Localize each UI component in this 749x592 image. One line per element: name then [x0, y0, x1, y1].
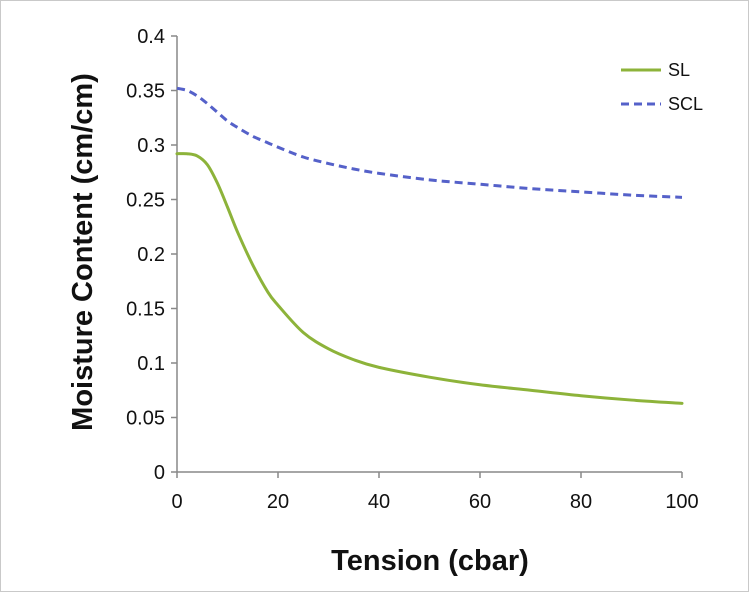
x-tick-label: 80	[570, 491, 592, 513]
series-line-sl	[175, 152, 684, 405]
x-axis-ticks: 0 20 40 60 80 100	[171, 472, 699, 513]
y-tick-label: 0.2	[137, 244, 165, 266]
series-line-scl	[176, 86, 683, 199]
y-tick-label: 0.3	[137, 135, 165, 157]
legend-label-sl: SL	[668, 60, 690, 80]
x-axis-title: Tension (cbar)	[331, 545, 529, 577]
x-tick-label: 100	[665, 491, 698, 513]
y-axis-title: Moisture Content (cm/cm)	[67, 73, 99, 431]
legend-label-scl: SCL	[668, 94, 703, 114]
series-lines	[175, 86, 684, 405]
y-tick-label: 0.35	[126, 81, 165, 103]
x-tick-label: 20	[267, 491, 289, 513]
y-tick-label: 0.1	[137, 353, 165, 375]
y-tick-label: 0.05	[126, 408, 165, 430]
legend: SL SCL	[621, 60, 703, 114]
y-tick-label: 0.25	[126, 190, 165, 212]
x-tick-label: 0	[171, 491, 182, 513]
x-tick-label: 40	[368, 491, 390, 513]
y-tick-label: 0.15	[126, 299, 165, 321]
x-tick-label: 60	[469, 491, 491, 513]
y-axis-ticks: 0 0.05 0.1 0.15 0.2 0.25 0.3 0.35 0.4	[126, 26, 177, 484]
y-tick-label: 0.4	[137, 26, 165, 48]
y-tick-label: 0	[154, 462, 165, 484]
